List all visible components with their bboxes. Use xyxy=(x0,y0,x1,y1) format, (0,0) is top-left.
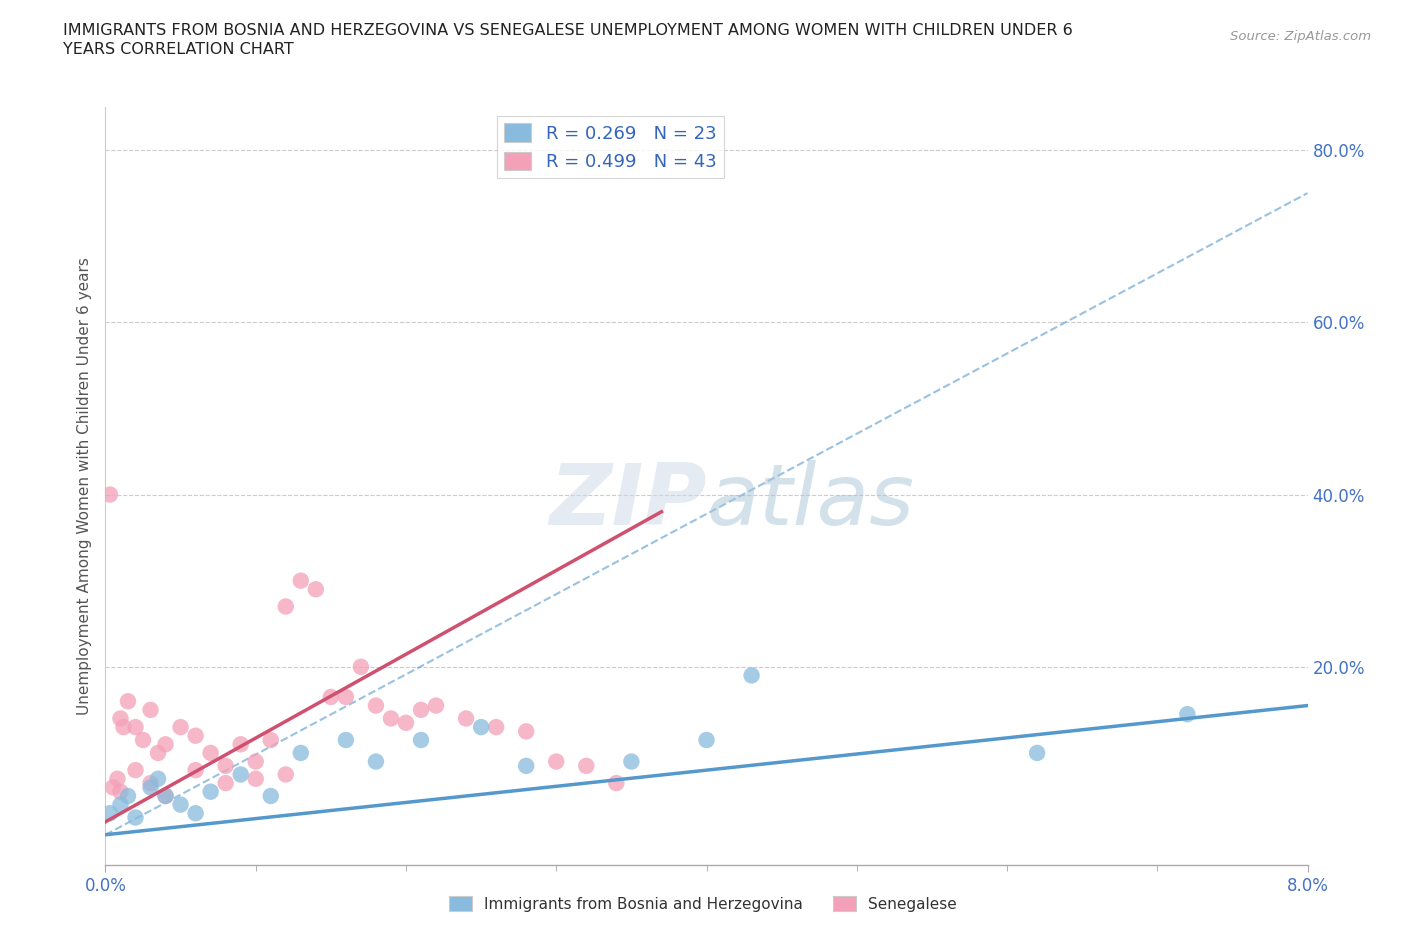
Point xyxy=(132,733,155,748)
Point xyxy=(260,789,283,804)
Point xyxy=(110,711,132,726)
Point xyxy=(546,754,568,769)
Point xyxy=(146,746,169,761)
Point xyxy=(274,767,297,782)
Point xyxy=(229,737,252,751)
Point xyxy=(409,733,432,748)
Point xyxy=(200,784,222,799)
Point xyxy=(741,668,763,683)
Point xyxy=(139,780,162,795)
Point xyxy=(274,599,297,614)
Legend: Immigrants from Bosnia and Herzegovina, Senegalese: Immigrants from Bosnia and Herzegovina, … xyxy=(443,889,963,918)
Point xyxy=(260,733,283,748)
Legend: R = 0.269   N = 23, R = 0.499   N = 43: R = 0.269 N = 23, R = 0.499 N = 43 xyxy=(496,116,724,179)
Point xyxy=(245,771,267,786)
Point xyxy=(515,724,537,738)
Point xyxy=(139,702,162,717)
Point xyxy=(146,771,169,786)
Point xyxy=(245,754,267,769)
Point xyxy=(110,797,132,812)
Point xyxy=(290,746,312,761)
Point xyxy=(169,720,191,735)
Point xyxy=(620,754,643,769)
Point xyxy=(112,720,135,735)
Point xyxy=(364,698,387,713)
Text: YEARS CORRELATION CHART: YEARS CORRELATION CHART xyxy=(63,42,294,57)
Point xyxy=(425,698,447,713)
Point xyxy=(139,776,162,790)
Point xyxy=(515,758,537,773)
Point xyxy=(155,789,177,804)
Text: ZIP: ZIP xyxy=(548,459,707,542)
Point xyxy=(214,758,236,773)
Point xyxy=(335,689,357,704)
Point xyxy=(101,780,124,795)
Text: atlas: atlas xyxy=(707,459,914,542)
Point xyxy=(1177,707,1199,722)
Point xyxy=(124,810,146,825)
Point xyxy=(470,720,492,735)
Point xyxy=(169,797,191,812)
Point xyxy=(696,733,718,748)
Point xyxy=(107,771,129,786)
Point xyxy=(605,776,627,790)
Text: IMMIGRANTS FROM BOSNIA AND HERZEGOVINA VS SENEGALESE UNEMPLOYMENT AMONG WOMEN WI: IMMIGRANTS FROM BOSNIA AND HERZEGOVINA V… xyxy=(63,23,1073,38)
Point xyxy=(155,737,177,751)
Point xyxy=(319,689,342,704)
Point xyxy=(124,763,146,777)
Text: Source: ZipAtlas.com: Source: ZipAtlas.com xyxy=(1230,30,1371,43)
Point xyxy=(350,659,373,674)
Y-axis label: Unemployment Among Women with Children Under 6 years: Unemployment Among Women with Children U… xyxy=(76,257,91,715)
Point xyxy=(117,694,139,709)
Point xyxy=(214,776,236,790)
Point xyxy=(380,711,402,726)
Point xyxy=(229,767,252,782)
Point xyxy=(409,702,432,717)
Point xyxy=(184,805,207,820)
Point xyxy=(155,789,177,804)
Point xyxy=(98,805,121,820)
Point xyxy=(98,487,121,502)
Point xyxy=(305,582,328,597)
Point xyxy=(184,728,207,743)
Point xyxy=(575,758,598,773)
Point xyxy=(364,754,387,769)
Point xyxy=(117,789,139,804)
Point xyxy=(200,746,222,761)
Point xyxy=(124,720,146,735)
Point xyxy=(395,715,418,730)
Point xyxy=(290,573,312,588)
Point xyxy=(110,784,132,799)
Point xyxy=(335,733,357,748)
Point xyxy=(184,763,207,777)
Point xyxy=(456,711,478,726)
Point xyxy=(485,720,508,735)
Point xyxy=(1026,746,1049,761)
